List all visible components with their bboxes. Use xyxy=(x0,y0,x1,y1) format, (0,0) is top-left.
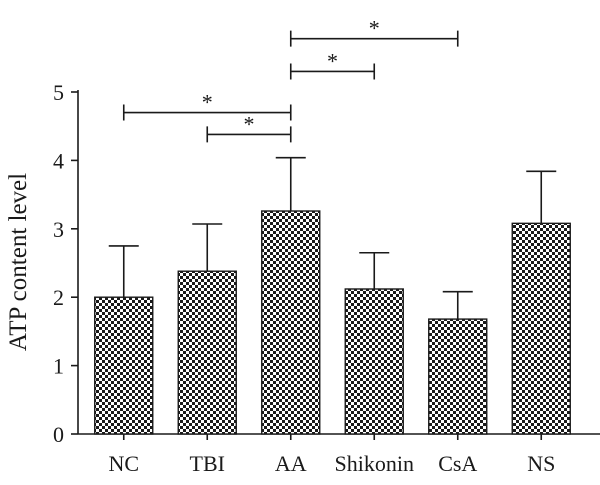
significance-bracket xyxy=(289,30,459,47)
x-tick-label-aa: AA xyxy=(275,451,307,476)
x-tick-label-csa: CsA xyxy=(438,451,477,476)
significance-star: * xyxy=(244,111,255,136)
y-tick-label: 0 xyxy=(53,422,64,447)
bar-shikonin xyxy=(344,288,404,435)
x-tick-label-tbi: TBI xyxy=(190,451,225,476)
significance-bracket xyxy=(122,104,292,121)
plot-area: 0 1 2 3 4 5 NC TBI AA Shikonin CsA NS * * * * xyxy=(53,16,600,476)
y-tick-label: 4 xyxy=(53,148,64,173)
significance-star: * xyxy=(369,16,380,41)
y-tick-label: 2 xyxy=(53,285,64,310)
bar-nc xyxy=(94,296,154,435)
y-tick-label: 5 xyxy=(53,80,64,105)
bar-csa xyxy=(428,318,488,435)
significance-bracket xyxy=(206,126,292,143)
bar-ns xyxy=(511,222,571,435)
significance-star: * xyxy=(202,90,213,115)
y-tick-label: 1 xyxy=(53,354,64,379)
x-tick-label-ns: NS xyxy=(527,451,555,476)
y-tick-label: 3 xyxy=(53,217,64,242)
y-axis-title: ATP content level xyxy=(5,173,32,351)
x-tick-label-shikonin: Shikonin xyxy=(335,451,414,476)
bar-aa xyxy=(261,210,321,435)
bar-tbi xyxy=(177,270,237,435)
significance-bracket xyxy=(289,63,376,80)
x-tick-label-nc: NC xyxy=(108,451,139,476)
significance-star: * xyxy=(327,48,338,73)
